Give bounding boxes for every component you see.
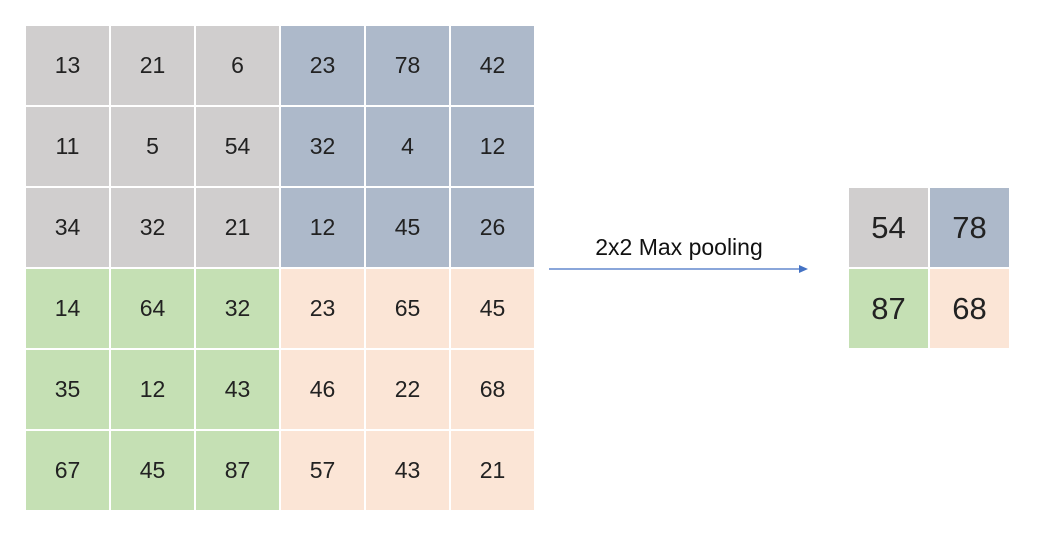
input-matrix-cell: 12 — [111, 350, 194, 429]
input-matrix-cell: 35 — [26, 350, 109, 429]
input-matrix-cell: 22 — [366, 350, 449, 429]
input-matrix-cell: 46 — [281, 350, 364, 429]
output-matrix: 54 78 87 68 — [849, 188, 1009, 348]
output-matrix-cell: 87 — [849, 269, 928, 348]
output-matrix-cell: 54 — [849, 188, 928, 267]
input-matrix-cell: 57 — [281, 431, 364, 510]
input-matrix-cell: 45 — [366, 188, 449, 267]
right-arrow-icon — [549, 265, 808, 273]
input-matrix-cell: 4 — [366, 107, 449, 186]
input-matrix-cell: 68 — [451, 350, 534, 429]
input-matrix-cell: 21 — [111, 26, 194, 105]
input-matrix: 13 21 6 23 78 42 11 5 54 32 4 12 34 32 21 12 45 26 14 64 32 2… — [26, 26, 534, 510]
input-matrix-cell: 45 — [451, 269, 534, 348]
pooling-label: 2x2 Max pooling — [595, 234, 763, 260]
input-matrix-cell: 87 — [196, 431, 279, 510]
input-matrix-cell: 42 — [451, 26, 534, 105]
input-matrix-cell: 21 — [451, 431, 534, 510]
input-matrix-cell: 45 — [111, 431, 194, 510]
input-matrix-cell: 5 — [111, 107, 194, 186]
input-matrix-cell: 54 — [196, 107, 279, 186]
input-matrix-cell: 6 — [196, 26, 279, 105]
input-matrix-cell: 43 — [366, 431, 449, 510]
output-matrix-cell: 78 — [930, 188, 1009, 267]
input-matrix-cell: 13 — [26, 26, 109, 105]
input-matrix-cell: 12 — [451, 107, 534, 186]
input-matrix-cell: 26 — [451, 188, 534, 267]
input-matrix-cell: 64 — [111, 269, 194, 348]
input-matrix-cell: 32 — [196, 269, 279, 348]
input-matrix-cell: 43 — [196, 350, 279, 429]
input-matrix-cell: 32 — [111, 188, 194, 267]
input-matrix-cell: 14 — [26, 269, 109, 348]
input-matrix-cell: 65 — [366, 269, 449, 348]
input-matrix-cell: 78 — [366, 26, 449, 105]
input-matrix-cell: 34 — [26, 188, 109, 267]
input-matrix-cell: 67 — [26, 431, 109, 510]
input-matrix-cell: 23 — [281, 26, 364, 105]
output-matrix-cell: 68 — [930, 269, 1009, 348]
input-matrix-cell: 12 — [281, 188, 364, 267]
input-matrix-cell: 11 — [26, 107, 109, 186]
input-matrix-cell: 32 — [281, 107, 364, 186]
input-matrix-cell: 23 — [281, 269, 364, 348]
input-matrix-cell: 21 — [196, 188, 279, 267]
